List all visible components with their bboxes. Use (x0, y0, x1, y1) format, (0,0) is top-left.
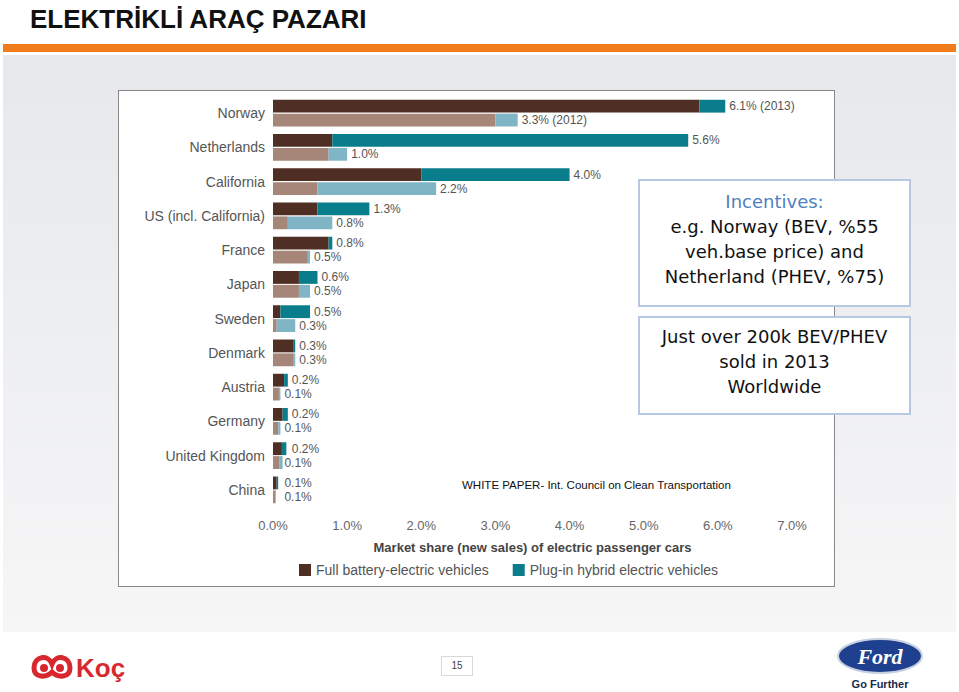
html-text:veh.base price) and: veh.base price) and (685, 241, 864, 262)
html-text:Netherland (PHEV, %75): Netherland (PHEV, %75) (664, 266, 885, 287)
svg-text:Austria: Austria (221, 379, 265, 395)
svg-text:4.0%: 4.0% (574, 168, 602, 182)
svg-text:1.0%: 1.0% (332, 518, 362, 533)
svg-text:0.1%: 0.1% (284, 490, 312, 504)
html-text:e.g. Norway (BEV, %55: e.g. Norway (BEV, %55 (670, 216, 879, 237)
svg-text:0.0%: 0.0% (258, 518, 288, 533)
svg-text:Sweden: Sweden (214, 311, 265, 327)
html-text:Worldwide: Worldwide (727, 376, 822, 397)
svg-text:Japan: Japan (227, 276, 265, 292)
svg-text:6.0%: 6.0% (703, 518, 733, 533)
svg-text:1.0%: 1.0% (351, 147, 379, 161)
svg-text:0.5%: 0.5% (314, 305, 342, 319)
svg-text:0.2%: 0.2% (292, 442, 320, 456)
svg-text:0.1%: 0.1% (284, 456, 312, 470)
svg-text:China: China (228, 482, 265, 498)
svg-text:6.1% (2013): 6.1% (2013) (729, 99, 794, 113)
html-text:Incentives:: Incentives: (725, 191, 824, 212)
svg-text:France: France (221, 242, 265, 258)
html-text:Just over 200k BEV/PHEV: Just over 200k BEV/PHEV (661, 326, 888, 347)
svg-text:0.1%: 0.1% (284, 476, 312, 490)
svg-text:0.6%: 0.6% (321, 270, 349, 284)
html-text:15: 15 (451, 660, 463, 671)
svg-text:7.0%: 7.0% (777, 518, 807, 533)
svg-text:California: California (206, 174, 265, 190)
svg-text:0.1%: 0.1% (284, 421, 312, 435)
svg-text:0.1%: 0.1% (284, 387, 312, 401)
svg-text:Germany: Germany (207, 413, 265, 429)
svg-text:Netherlands: Netherlands (190, 139, 266, 155)
svg-text:1.3%: 1.3% (373, 202, 401, 216)
svg-text:Plug-in hybrid electric vehicl: Plug-in hybrid electric vehicles (530, 562, 718, 578)
html-text:ELEKTRİKLİ ARAÇ PAZARI: ELEKTRİKLİ ARAÇ PAZARI (30, 4, 367, 34)
svg-text:0.3%: 0.3% (299, 319, 327, 333)
svg-text:0.5%: 0.5% (314, 250, 342, 264)
svg-text:0.3%: 0.3% (299, 353, 327, 367)
svg-text:0.8%: 0.8% (336, 216, 364, 230)
svg-text:3.3% (2012): 3.3% (2012) (522, 113, 587, 127)
svg-text:3.0%: 3.0% (481, 518, 511, 533)
svg-text:Market share (new sales) of el: Market share (new sales) of electric pas… (374, 540, 692, 555)
html-text:WHITE PAPER- Int. Council on C: WHITE PAPER- Int. Council on Clean Trans… (462, 479, 731, 491)
svg-text:Go Further: Go Further (852, 678, 910, 690)
svg-text:Denmark: Denmark (208, 345, 266, 361)
svg-text:Ford: Ford (856, 644, 903, 669)
svg-text:US (incl. California): US (incl. California) (144, 208, 265, 224)
svg-text:5.6%: 5.6% (692, 133, 720, 147)
svg-text:0.2%: 0.2% (292, 407, 320, 421)
svg-text:2.0%: 2.0% (406, 518, 436, 533)
svg-text:Koç: Koç (76, 653, 125, 683)
svg-text:Full battery-electric vehicles: Full battery-electric vehicles (316, 562, 489, 578)
svg-text:2.2%: 2.2% (440, 182, 468, 196)
svg-text:Norway: Norway (218, 105, 265, 121)
svg-text:0.8%: 0.8% (336, 236, 364, 250)
html-text:sold in 2013: sold in 2013 (719, 351, 830, 372)
svg-text:5.0%: 5.0% (629, 518, 659, 533)
svg-text:0.3%: 0.3% (299, 339, 327, 353)
svg-text:0.2%: 0.2% (292, 373, 320, 387)
svg-text:4.0%: 4.0% (555, 518, 585, 533)
svg-text:0.5%: 0.5% (314, 284, 342, 298)
svg-text:United Kingdom: United Kingdom (165, 448, 265, 464)
